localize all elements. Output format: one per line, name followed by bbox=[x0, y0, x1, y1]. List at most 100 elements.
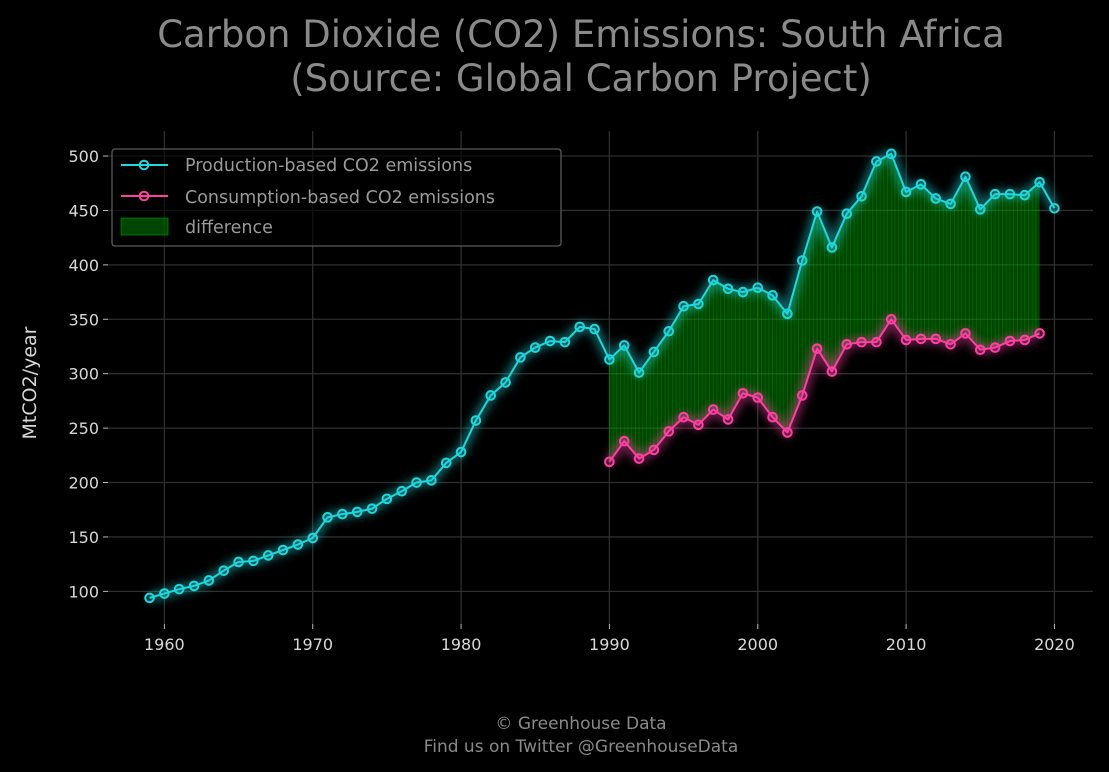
point-consumption-1997 bbox=[707, 404, 719, 415]
series-line-production bbox=[149, 152, 1056, 599]
point-consumption-2005 bbox=[826, 366, 838, 377]
legend-label-difference: difference bbox=[185, 218, 273, 238]
point-production-2020 bbox=[1049, 202, 1060, 214]
x-tick-label-1970: 1970 bbox=[292, 635, 333, 654]
legend: Production-based CO2 emissions Consumpti… bbox=[111, 148, 562, 247]
point-consumption-2011 bbox=[915, 333, 927, 345]
point-production-1960 bbox=[159, 588, 170, 599]
point-production-1980 bbox=[455, 446, 467, 458]
x-tick-label-1960: 1960 bbox=[144, 635, 185, 654]
point-production-1962 bbox=[188, 580, 200, 592]
point-production-1981 bbox=[470, 415, 482, 426]
point-consumption-2007 bbox=[856, 336, 867, 348]
point-production-1992 bbox=[633, 367, 645, 378]
x-tick-label-1990: 1990 bbox=[589, 635, 630, 654]
legend-item-difference: difference bbox=[120, 217, 273, 238]
point-production-2017 bbox=[1004, 188, 1016, 200]
point-production-2001 bbox=[767, 290, 778, 301]
point-production-2008 bbox=[871, 156, 882, 167]
y-tick-label-400: 400 bbox=[68, 256, 99, 275]
point-production-2003 bbox=[796, 255, 808, 266]
x-tick-label-2000: 2000 bbox=[737, 635, 778, 654]
chart-title-line-2: (Source: Global Carbon Project) bbox=[290, 57, 872, 100]
point-consumption-1998 bbox=[722, 414, 734, 425]
point-production-1995 bbox=[678, 300, 689, 312]
point-production-2005 bbox=[826, 242, 838, 253]
y-tick-label-450: 450 bbox=[68, 201, 99, 220]
y-tick-label-500: 500 bbox=[68, 147, 99, 166]
point-consumption-1994 bbox=[663, 426, 675, 437]
legend-marker-consumption bbox=[138, 190, 150, 202]
point-consumption-2002 bbox=[782, 427, 793, 438]
point-production-1976 bbox=[396, 485, 408, 497]
point-production-2018 bbox=[1019, 189, 1031, 201]
y-tick-label-100: 100 bbox=[68, 582, 99, 601]
x-tick-label-2010: 2010 bbox=[886, 635, 927, 654]
legend-label-consumption: Consumption-based CO2 emissions bbox=[185, 188, 495, 208]
point-production-1983 bbox=[500, 377, 511, 388]
point-production-1987 bbox=[559, 336, 571, 348]
x-axis-ticks: 1960 1970 1980 1990 2000 2010 2020 bbox=[144, 624, 1075, 654]
x-tick-label-2020: 2020 bbox=[1034, 635, 1075, 654]
point-consumption-2013 bbox=[945, 339, 956, 350]
point-consumption-1993 bbox=[648, 444, 660, 456]
point-consumption-2016 bbox=[989, 342, 1001, 353]
point-production-1970 bbox=[307, 532, 319, 544]
difference-area bbox=[609, 153, 1040, 462]
point-production-2006 bbox=[841, 208, 853, 220]
point-consumption-2008 bbox=[871, 336, 882, 348]
point-consumption-2009 bbox=[885, 313, 897, 325]
point-consumption-2004 bbox=[811, 343, 823, 354]
point-production-1988 bbox=[574, 321, 586, 333]
point-production-2016 bbox=[989, 188, 1001, 200]
point-production-2004 bbox=[811, 206, 823, 217]
series bbox=[144, 148, 1060, 604]
point-production-2010 bbox=[900, 186, 912, 198]
point-consumption-2017 bbox=[1004, 335, 1016, 347]
point-production-2015 bbox=[974, 204, 986, 215]
point-production-1994 bbox=[663, 325, 675, 337]
point-production-2013 bbox=[945, 198, 956, 210]
point-production-1965 bbox=[233, 556, 244, 568]
legend-item-consumption: Consumption-based CO2 emissions bbox=[121, 188, 495, 208]
point-consumption-2003 bbox=[796, 390, 808, 401]
legend-marker-production bbox=[138, 159, 150, 171]
point-production-1961 bbox=[173, 583, 185, 595]
y-tick-label-150: 150 bbox=[68, 528, 99, 547]
point-production-1972 bbox=[337, 508, 348, 520]
point-consumption-1991 bbox=[618, 435, 630, 447]
y-tick-label-250: 250 bbox=[68, 419, 99, 438]
point-production-2007 bbox=[856, 190, 867, 202]
point-consumption-1992 bbox=[633, 453, 645, 464]
point-production-1993 bbox=[648, 346, 660, 358]
point-consumption-2014 bbox=[960, 328, 971, 339]
point-production-1964 bbox=[218, 565, 230, 576]
point-production-1967 bbox=[262, 550, 274, 561]
y-tick-label-200: 200 bbox=[68, 474, 99, 493]
point-production-1978 bbox=[426, 475, 437, 486]
point-production-1963 bbox=[203, 575, 215, 586]
point-consumption-2001 bbox=[767, 411, 778, 423]
point-consumption-1996 bbox=[693, 419, 704, 431]
y-axis-ticks: 100 150 200 250 300 350 400 450 500 bbox=[68, 147, 108, 601]
y-axis-label: MtCO2/year bbox=[19, 326, 41, 439]
point-production-2012 bbox=[930, 193, 942, 204]
point-production-1982 bbox=[485, 390, 497, 401]
point-production-1985 bbox=[529, 342, 541, 353]
point-production-1990 bbox=[604, 354, 615, 365]
point-production-1998 bbox=[722, 283, 734, 295]
point-consumption-2018 bbox=[1019, 334, 1031, 346]
legend-label-production: Production-based CO2 emissions bbox=[185, 156, 472, 176]
x-tick-label-1980: 1980 bbox=[441, 635, 482, 654]
point-production-1974 bbox=[366, 503, 378, 514]
point-consumption-1990 bbox=[604, 456, 615, 468]
point-production-1966 bbox=[248, 555, 259, 567]
chart-title-line-1: Carbon Dioxide (CO2) Emissions: South Af… bbox=[157, 13, 1005, 56]
point-production-1996 bbox=[693, 298, 704, 310]
point-production-1973 bbox=[351, 506, 363, 518]
point-consumption-2006 bbox=[841, 339, 853, 350]
y-tick-label-350: 350 bbox=[68, 310, 99, 329]
legend-box bbox=[111, 148, 562, 247]
point-production-2014 bbox=[960, 171, 971, 183]
